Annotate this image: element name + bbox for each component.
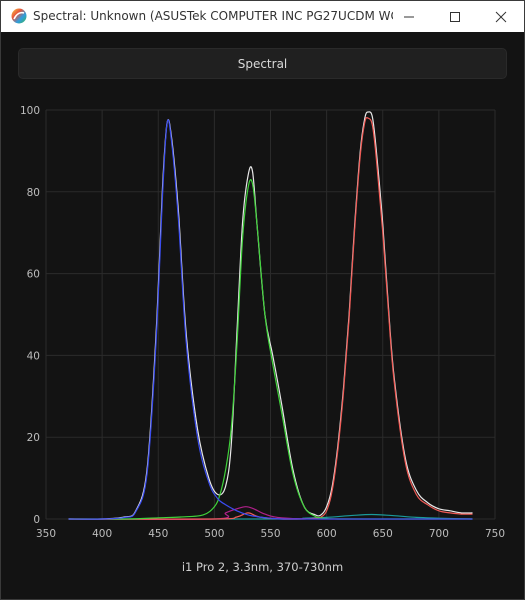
y-tick-label: 80 <box>27 187 40 199</box>
x-tick-label: 750 <box>485 528 505 540</box>
y-tick-label: 60 <box>27 269 40 281</box>
y-tick-label: 100 <box>20 105 40 117</box>
x-tick-label: 600 <box>317 528 337 540</box>
x-tick-label: 700 <box>429 528 449 540</box>
spectrum-series-line <box>68 119 473 520</box>
x-tick-label: 400 <box>92 528 112 540</box>
title-bar[interactable]: Spectral: Unknown (ASUSTek COMPUTER INC … <box>1 1 524 32</box>
spectral-button[interactable]: Spectral <box>18 48 507 79</box>
instrument-caption: i1 Pro 2, 3.3nm, 370-730nm <box>181 560 344 574</box>
close-button[interactable] <box>478 1 524 32</box>
close-icon <box>495 11 507 22</box>
y-tick-label: 0 <box>33 514 40 526</box>
y-tick-label: 20 <box>27 432 40 444</box>
spectral-plot: 350 400 450 500 550 600 650 700 750 0 20 40 60 80 100 <box>20 105 505 540</box>
window-title: Spectral: Unknown (ASUSTek COMPUTER INC … <box>33 9 393 23</box>
y-tick-label: 40 <box>27 350 40 362</box>
app-logo-icon <box>11 8 27 24</box>
minimize-button[interactable] <box>386 1 432 32</box>
maximize-icon <box>450 11 460 22</box>
maximize-button[interactable] <box>432 1 478 32</box>
x-tick-label: 450 <box>148 528 168 540</box>
x-tick-label: 500 <box>204 528 224 540</box>
minimize-icon <box>404 16 414 17</box>
spectral-chart: 350 400 450 500 550 600 650 700 750 0 20 40 60 80 100 <box>1 91 524 551</box>
x-tick-label: 350 <box>36 528 56 540</box>
x-tick-label: 550 <box>260 528 280 540</box>
x-tick-label: 650 <box>373 528 393 540</box>
